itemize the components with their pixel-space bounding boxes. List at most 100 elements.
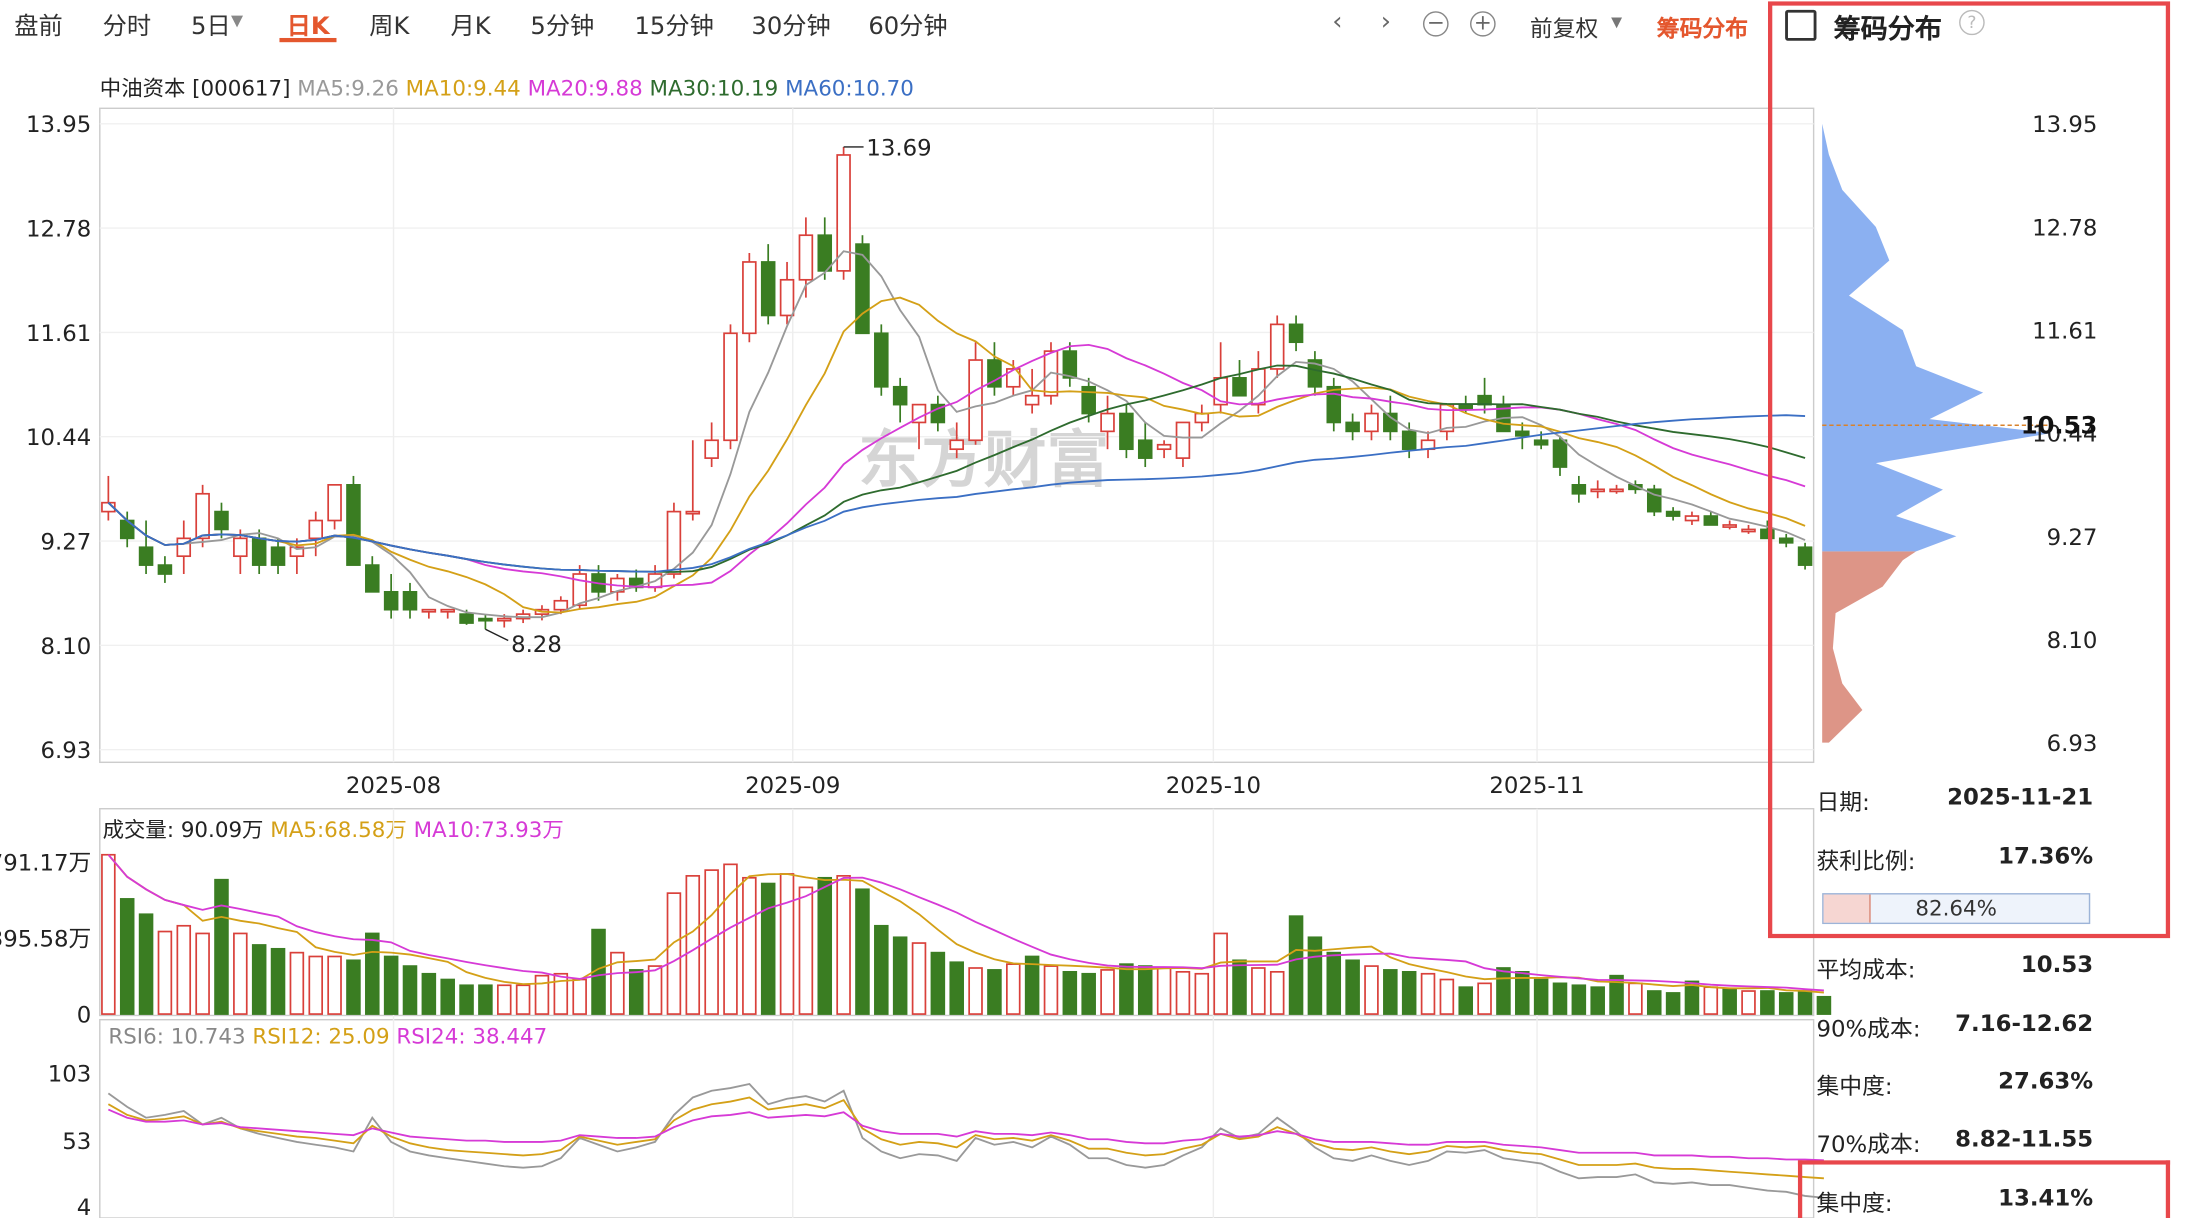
volume-bar (779, 873, 795, 1015)
tab-timeshare[interactable]: 分时 (102, 12, 152, 41)
candle-body (1533, 439, 1549, 446)
candle-body (327, 484, 342, 522)
chevron-left-icon[interactable]: ‹ (1332, 7, 1343, 37)
adjust-caret-icon[interactable]: ▼ (1611, 15, 1623, 31)
volume-bar (1477, 982, 1492, 1015)
volume-bar (365, 932, 380, 1015)
tab-30min[interactable]: 30分钟 (751, 12, 831, 41)
volume-bar (892, 936, 908, 1015)
volume-bar (685, 875, 701, 1015)
tab-monthly-k[interactable]: 月K (450, 12, 491, 41)
price-axis-tick: 6.93 (40, 738, 91, 764)
chevron-right-icon[interactable]: › (1380, 7, 1392, 37)
profit-ratio-bar-text: 82.64% (1915, 895, 1997, 922)
volume-axis-tick: 0 (77, 1003, 92, 1029)
ma20-label: MA20:9.88 (527, 75, 643, 102)
rsi24-line (107, 1108, 1824, 1162)
volume-bar (383, 955, 399, 1015)
candle-body (1778, 537, 1794, 544)
caret-down-icon[interactable]: ▼ (230, 11, 244, 30)
volume-bar (496, 984, 512, 1015)
volume-bar (817, 876, 833, 1015)
avg-cost-value: 10.53 (2020, 950, 2094, 978)
ma60-line (107, 414, 1806, 573)
candle-body (1458, 403, 1474, 410)
conc90-label: 集中度: (1816, 1073, 1893, 1100)
candle-body (1062, 350, 1078, 379)
date-axis-tick: 2025-11 (1489, 773, 1584, 799)
candle-body (496, 617, 512, 622)
volume-axis-tick: 791.17万 (0, 851, 91, 877)
tab-15min[interactable]: 15分钟 (634, 12, 714, 41)
volume-bar (251, 944, 267, 1015)
volume-bar (308, 955, 324, 1015)
candle-body (1797, 546, 1813, 566)
candle-body (1741, 528, 1756, 533)
candle-body (1288, 323, 1304, 344)
candle-body (1703, 515, 1719, 526)
candle-body (289, 546, 305, 558)
tab-daily-k[interactable]: 日K (286, 12, 330, 41)
volume-bar (1816, 995, 1832, 1015)
volume-bar (119, 898, 135, 1015)
tab-premarket[interactable]: 盘前 (14, 12, 63, 41)
candle-body (1081, 385, 1096, 415)
candle-body (1684, 515, 1700, 522)
zoom-in-icon[interactable]: + (1470, 11, 1496, 37)
volume-bar (1100, 969, 1115, 1015)
volume-bar (534, 974, 550, 1015)
volume-bar (1684, 980, 1700, 1015)
profit-ratio-value: 17.36% (1998, 842, 2094, 870)
zoom-out-icon[interactable]: − (1422, 11, 1449, 37)
volume-frame (99, 808, 1815, 1017)
tab-5min[interactable]: 5分钟 (530, 12, 595, 41)
tab-weekly-k[interactable]: 周K (369, 12, 410, 41)
volume-bar (1628, 982, 1643, 1015)
volume-bar (949, 961, 964, 1015)
adjust-select[interactable]: 前复权 (1529, 15, 1599, 43)
volume-bar (176, 924, 192, 1015)
candle-body (459, 613, 474, 624)
date-value: 2025-11-21 (1947, 783, 2094, 811)
candle-body (874, 332, 889, 388)
help-icon[interactable]: ? (1959, 9, 1985, 36)
volume-bar (968, 967, 983, 1015)
rsi24-label: RSI24: 38.447 (396, 1023, 548, 1050)
candle-body (1175, 421, 1191, 459)
candle-body (742, 261, 757, 335)
conc90-value: 27.63% (1998, 1067, 2094, 1095)
candle-body (798, 234, 814, 281)
volume-bar (270, 947, 286, 1015)
volume-bar (666, 892, 682, 1015)
candle-body (949, 439, 964, 451)
candle-body (1760, 528, 1775, 540)
rsi12-label: RSI12: 25.09 (252, 1023, 390, 1050)
candle-body (666, 510, 682, 575)
cost90-label: 90%成本: (1816, 1015, 1921, 1043)
candle-body (553, 599, 569, 611)
volume-bar (1251, 967, 1266, 1015)
candle-body (1665, 510, 1681, 517)
tab-60min[interactable]: 60分钟 (868, 12, 948, 41)
cost70-value: 8.82-11.55 (1955, 1125, 2094, 1152)
chip-axis-tick: 8.10 (2047, 628, 2098, 654)
tab-5day[interactable]: 5日 (191, 12, 231, 41)
volume-bar (1232, 959, 1247, 1015)
volume-bar (440, 978, 455, 1015)
active-tab-underline (279, 37, 337, 43)
candle-body (723, 332, 738, 442)
volume-bar (1760, 990, 1775, 1015)
candle-body (270, 546, 286, 566)
fullscreen-icon[interactable] (1785, 9, 1817, 41)
volume-bar (1383, 969, 1398, 1015)
volume-bar (1081, 972, 1096, 1015)
candle-body (1194, 412, 1210, 424)
chip-axis-tick: 11.61 (2032, 319, 2097, 345)
chip-distribution-link[interactable]: 筹码分布 (1656, 15, 1749, 43)
ma30-label: MA30:10.19 (649, 75, 779, 102)
candle-body (855, 243, 870, 335)
candle-body (1401, 430, 1417, 451)
volume-bar (214, 878, 229, 1015)
